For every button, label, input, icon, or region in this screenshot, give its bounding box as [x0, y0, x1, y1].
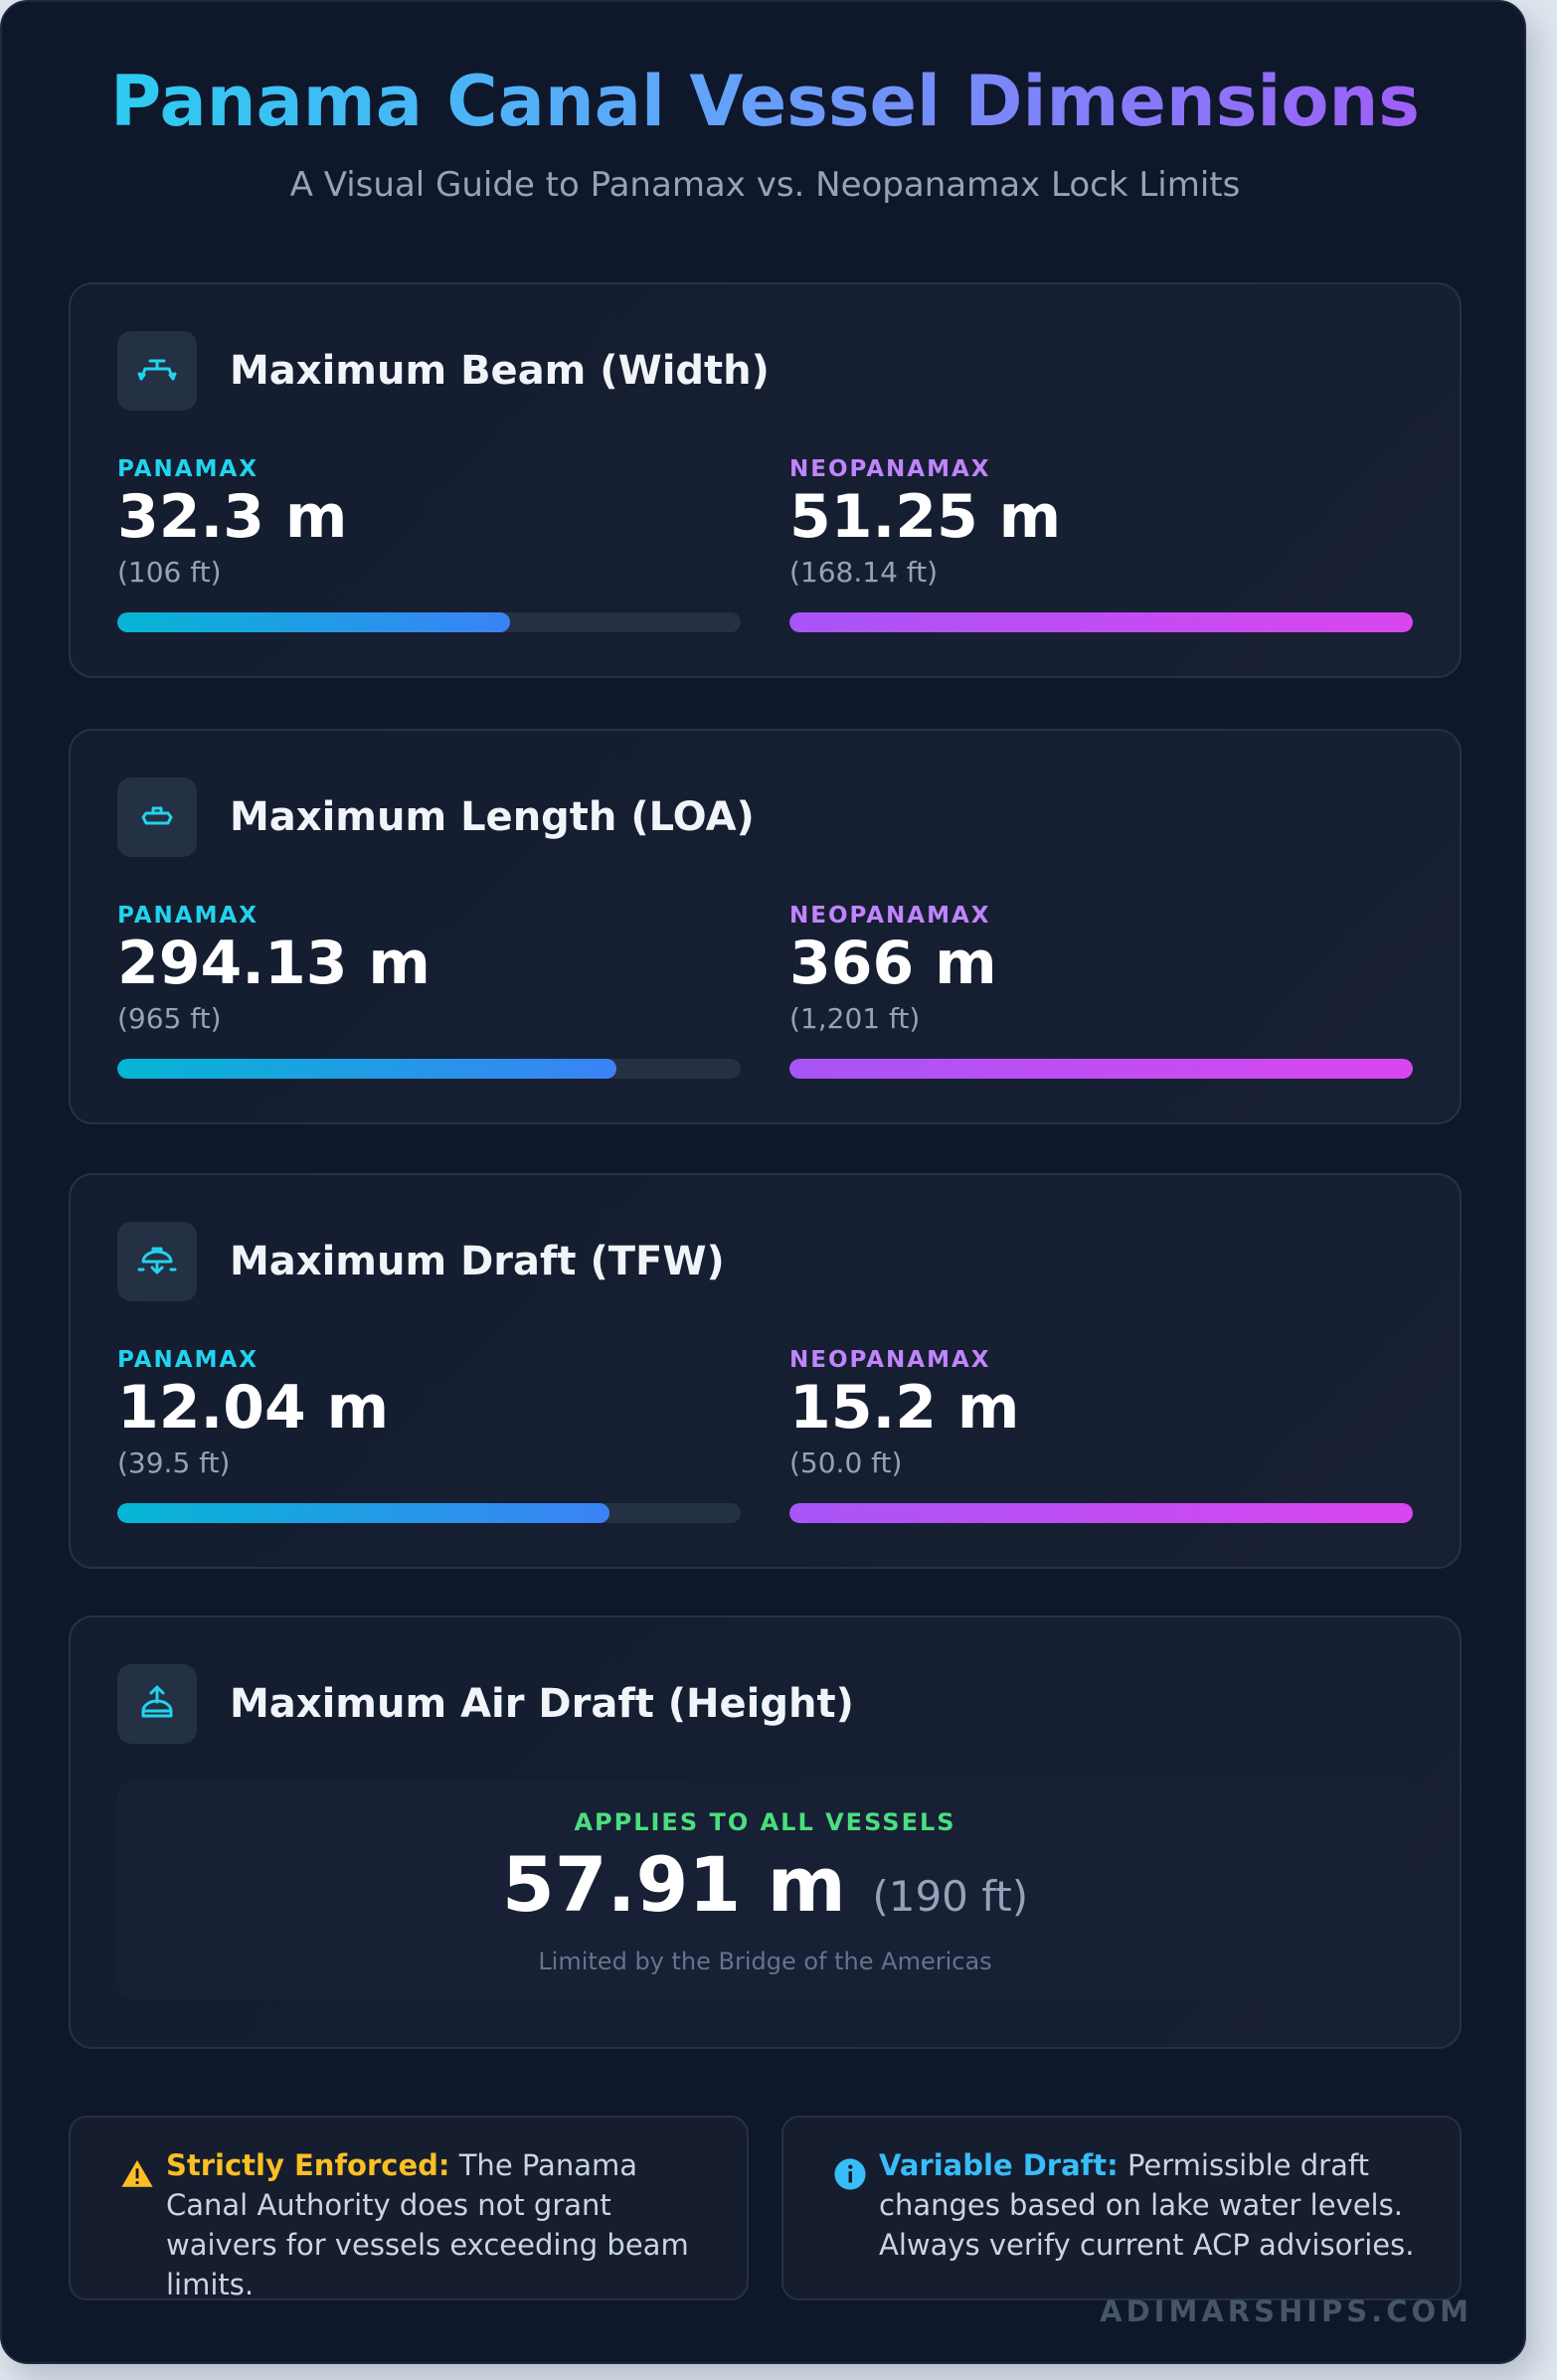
panamax-ft: (106 ft) [117, 556, 222, 589]
panamax-ft: (965 ft) [117, 1002, 222, 1035]
neopanamax-ft: (50.0 ft) [789, 1446, 903, 1479]
neopanamax-column: NEOPANAMAX 15.2 m (50.0 ft) [789, 1346, 1413, 1523]
neopanamax-bar-fill [789, 1059, 1413, 1079]
neopanamax-label: NEOPANAMAX [789, 1347, 991, 1373]
panamax-label: PANAMAX [117, 456, 260, 482]
panamax-bar-fill [117, 612, 510, 632]
note-text: The Panama Canal Authority does not gran… [166, 2148, 689, 2301]
ship-height-icon [117, 1664, 197, 1744]
ship-length-icon [117, 777, 197, 857]
air-draft-panel: APPLIES TO ALL VESSELS 57.91 m (190 ft) … [117, 1779, 1413, 1999]
applies-label: APPLIES TO ALL VESSELS [574, 1808, 956, 1836]
watermark: ADIMARSHIPS.COM [1100, 2295, 1472, 2328]
panamax-label: PANAMAX [117, 903, 260, 929]
panamax-column: PANAMAX 294.13 m (965 ft) [117, 902, 741, 1079]
neopanamax-column: NEOPANAMAX 366 m (1,201 ft) [789, 902, 1413, 1079]
neopanamax-bar [789, 612, 1413, 632]
panamax-bar-fill [117, 1059, 616, 1079]
ship-draft-icon [117, 1222, 197, 1301]
ship-beam-icon [117, 331, 197, 411]
neopanamax-value: 15.2 m [789, 1373, 1020, 1443]
neopanamax-bar [789, 1503, 1413, 1523]
neopanamax-column: NEOPANAMAX 51.25 m (168.14 ft) [789, 455, 1413, 632]
section-title: Maximum Beam (Width) [230, 348, 770, 394]
page-subtitle: A Visual Guide to Panamax vs. Neopanamax… [289, 165, 1241, 205]
panamax-value: 32.3 m [117, 482, 348, 552]
air-draft-ft: (190 ft) [872, 1872, 1029, 1921]
section-length: Maximum Length (LOA) PANAMAX 294.13 m (9… [69, 729, 1462, 1124]
section-title: Maximum Length (LOA) [230, 794, 755, 840]
air-draft-value: 57.91 m [501, 1840, 846, 1929]
air-draft-note: Limited by the Bridge of the Americas [538, 1948, 992, 1975]
note-heading: Variable Draft: [879, 2148, 1119, 2182]
info-icon [834, 2158, 866, 2190]
section-beam: Maximum Beam (Width) PANAMAX 32.3 m (106… [69, 282, 1462, 678]
note-variable-draft: Variable Draft: Permissible draft change… [781, 2116, 1462, 2300]
neopanamax-bar-fill [789, 612, 1413, 632]
neopanamax-bar [789, 1059, 1413, 1079]
section-draft: Maximum Draft (TFW) PANAMAX 12.04 m (39.… [69, 1173, 1462, 1569]
panamax-bar-fill [117, 1503, 610, 1523]
note-heading: Strictly Enforced: [166, 2148, 450, 2182]
section-title: Maximum Draft (TFW) [230, 1239, 725, 1284]
neopanamax-value: 51.25 m [789, 482, 1062, 552]
neopanamax-ft: (1,201 ft) [789, 1002, 921, 1035]
page-title: Panama Canal Vessel Dimensions [2, 60, 1528, 143]
neopanamax-ft: (168.14 ft) [789, 556, 939, 589]
note-text: Permissible draft changes based on lake … [879, 2148, 1415, 2262]
panamax-column: PANAMAX 12.04 m (39.5 ft) [117, 1346, 741, 1523]
panamax-ft: (39.5 ft) [117, 1446, 231, 1479]
panamax-bar [117, 1059, 741, 1079]
panamax-value: 12.04 m [117, 1373, 390, 1443]
neopanamax-label: NEOPANAMAX [789, 456, 991, 482]
section-title: Maximum Air Draft (Height) [230, 1681, 854, 1727]
panamax-bar [117, 612, 741, 632]
neopanamax-bar-fill [789, 1503, 1413, 1523]
note-strictly-enforced: Strictly Enforced: The Panama Canal Auth… [69, 2116, 749, 2301]
panamax-bar [117, 1503, 741, 1523]
panamax-value: 294.13 m [117, 929, 431, 998]
panamax-column: PANAMAX 32.3 m (106 ft) [117, 455, 741, 632]
neopanamax-label: NEOPANAMAX [789, 903, 991, 929]
section-air-draft: Maximum Air Draft (Height) APPLIES TO AL… [69, 1615, 1462, 2049]
warning-icon [121, 2159, 153, 2187]
neopanamax-value: 366 m [789, 929, 997, 998]
infographic-card: Panama Canal Vessel Dimensions A Visual … [0, 0, 1526, 2364]
panamax-label: PANAMAX [117, 1347, 260, 1373]
